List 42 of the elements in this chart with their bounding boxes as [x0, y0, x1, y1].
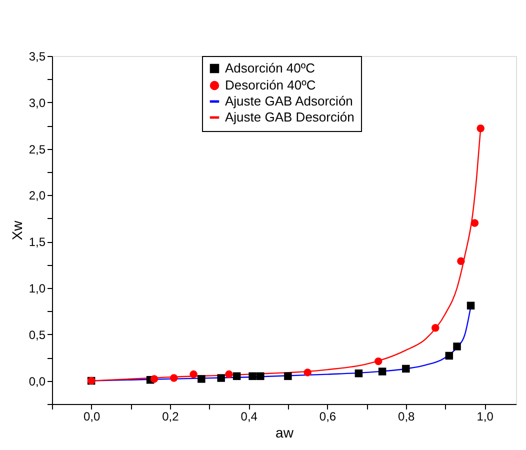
- point: [432, 324, 440, 332]
- x-tick-label: 0,4: [240, 410, 258, 424]
- legend-label: Ajuste GAB Adsorción: [225, 94, 353, 108]
- point: [225, 370, 233, 378]
- point: [402, 364, 410, 373]
- x-tick-label: 0,8: [398, 410, 416, 424]
- point: [470, 219, 479, 227]
- point: [284, 372, 292, 380]
- point: [256, 372, 264, 380]
- point: [466, 302, 475, 310]
- point: [453, 342, 461, 350]
- x-tick-label: 0,6: [319, 410, 336, 424]
- legend-label: Ajuste GAB Desorción: [225, 110, 354, 124]
- x-axis-title: aw: [276, 424, 294, 440]
- x-tick-label: 0,0: [83, 410, 100, 424]
- y-tick-label: 2,5: [28, 142, 46, 156]
- point: [354, 370, 363, 378]
- point: [170, 374, 178, 382]
- legend-label: Desorción 40ºC: [225, 78, 316, 92]
- point: [374, 357, 382, 366]
- point: [232, 372, 241, 380]
- y-tick-label: 1,5: [28, 235, 46, 250]
- y-tick-label: 0,5: [28, 328, 46, 342]
- point: [217, 374, 225, 382]
- y-tick-label: 1,0: [28, 282, 46, 296]
- point: [445, 352, 454, 360]
- point: [476, 124, 484, 132]
- point: [190, 370, 198, 378]
- x-tick-label: 1,0: [476, 410, 494, 424]
- point: [198, 375, 206, 383]
- y-axis-title: Xw: [8, 220, 25, 240]
- y-tick-label: 2,0: [28, 188, 46, 203]
- legend-label: Adsorción 40ºC: [225, 60, 316, 76]
- y-tick-label: 0,0: [28, 374, 46, 388]
- point: [304, 368, 312, 376]
- y-tick-label: 3,0: [28, 96, 46, 110]
- point: [150, 375, 158, 383]
- x-tick-label: 0,2: [162, 410, 180, 424]
- point: [248, 372, 256, 380]
- point: [457, 257, 465, 265]
- y-tick-label: 3,5: [28, 50, 46, 64]
- point: [378, 368, 386, 376]
